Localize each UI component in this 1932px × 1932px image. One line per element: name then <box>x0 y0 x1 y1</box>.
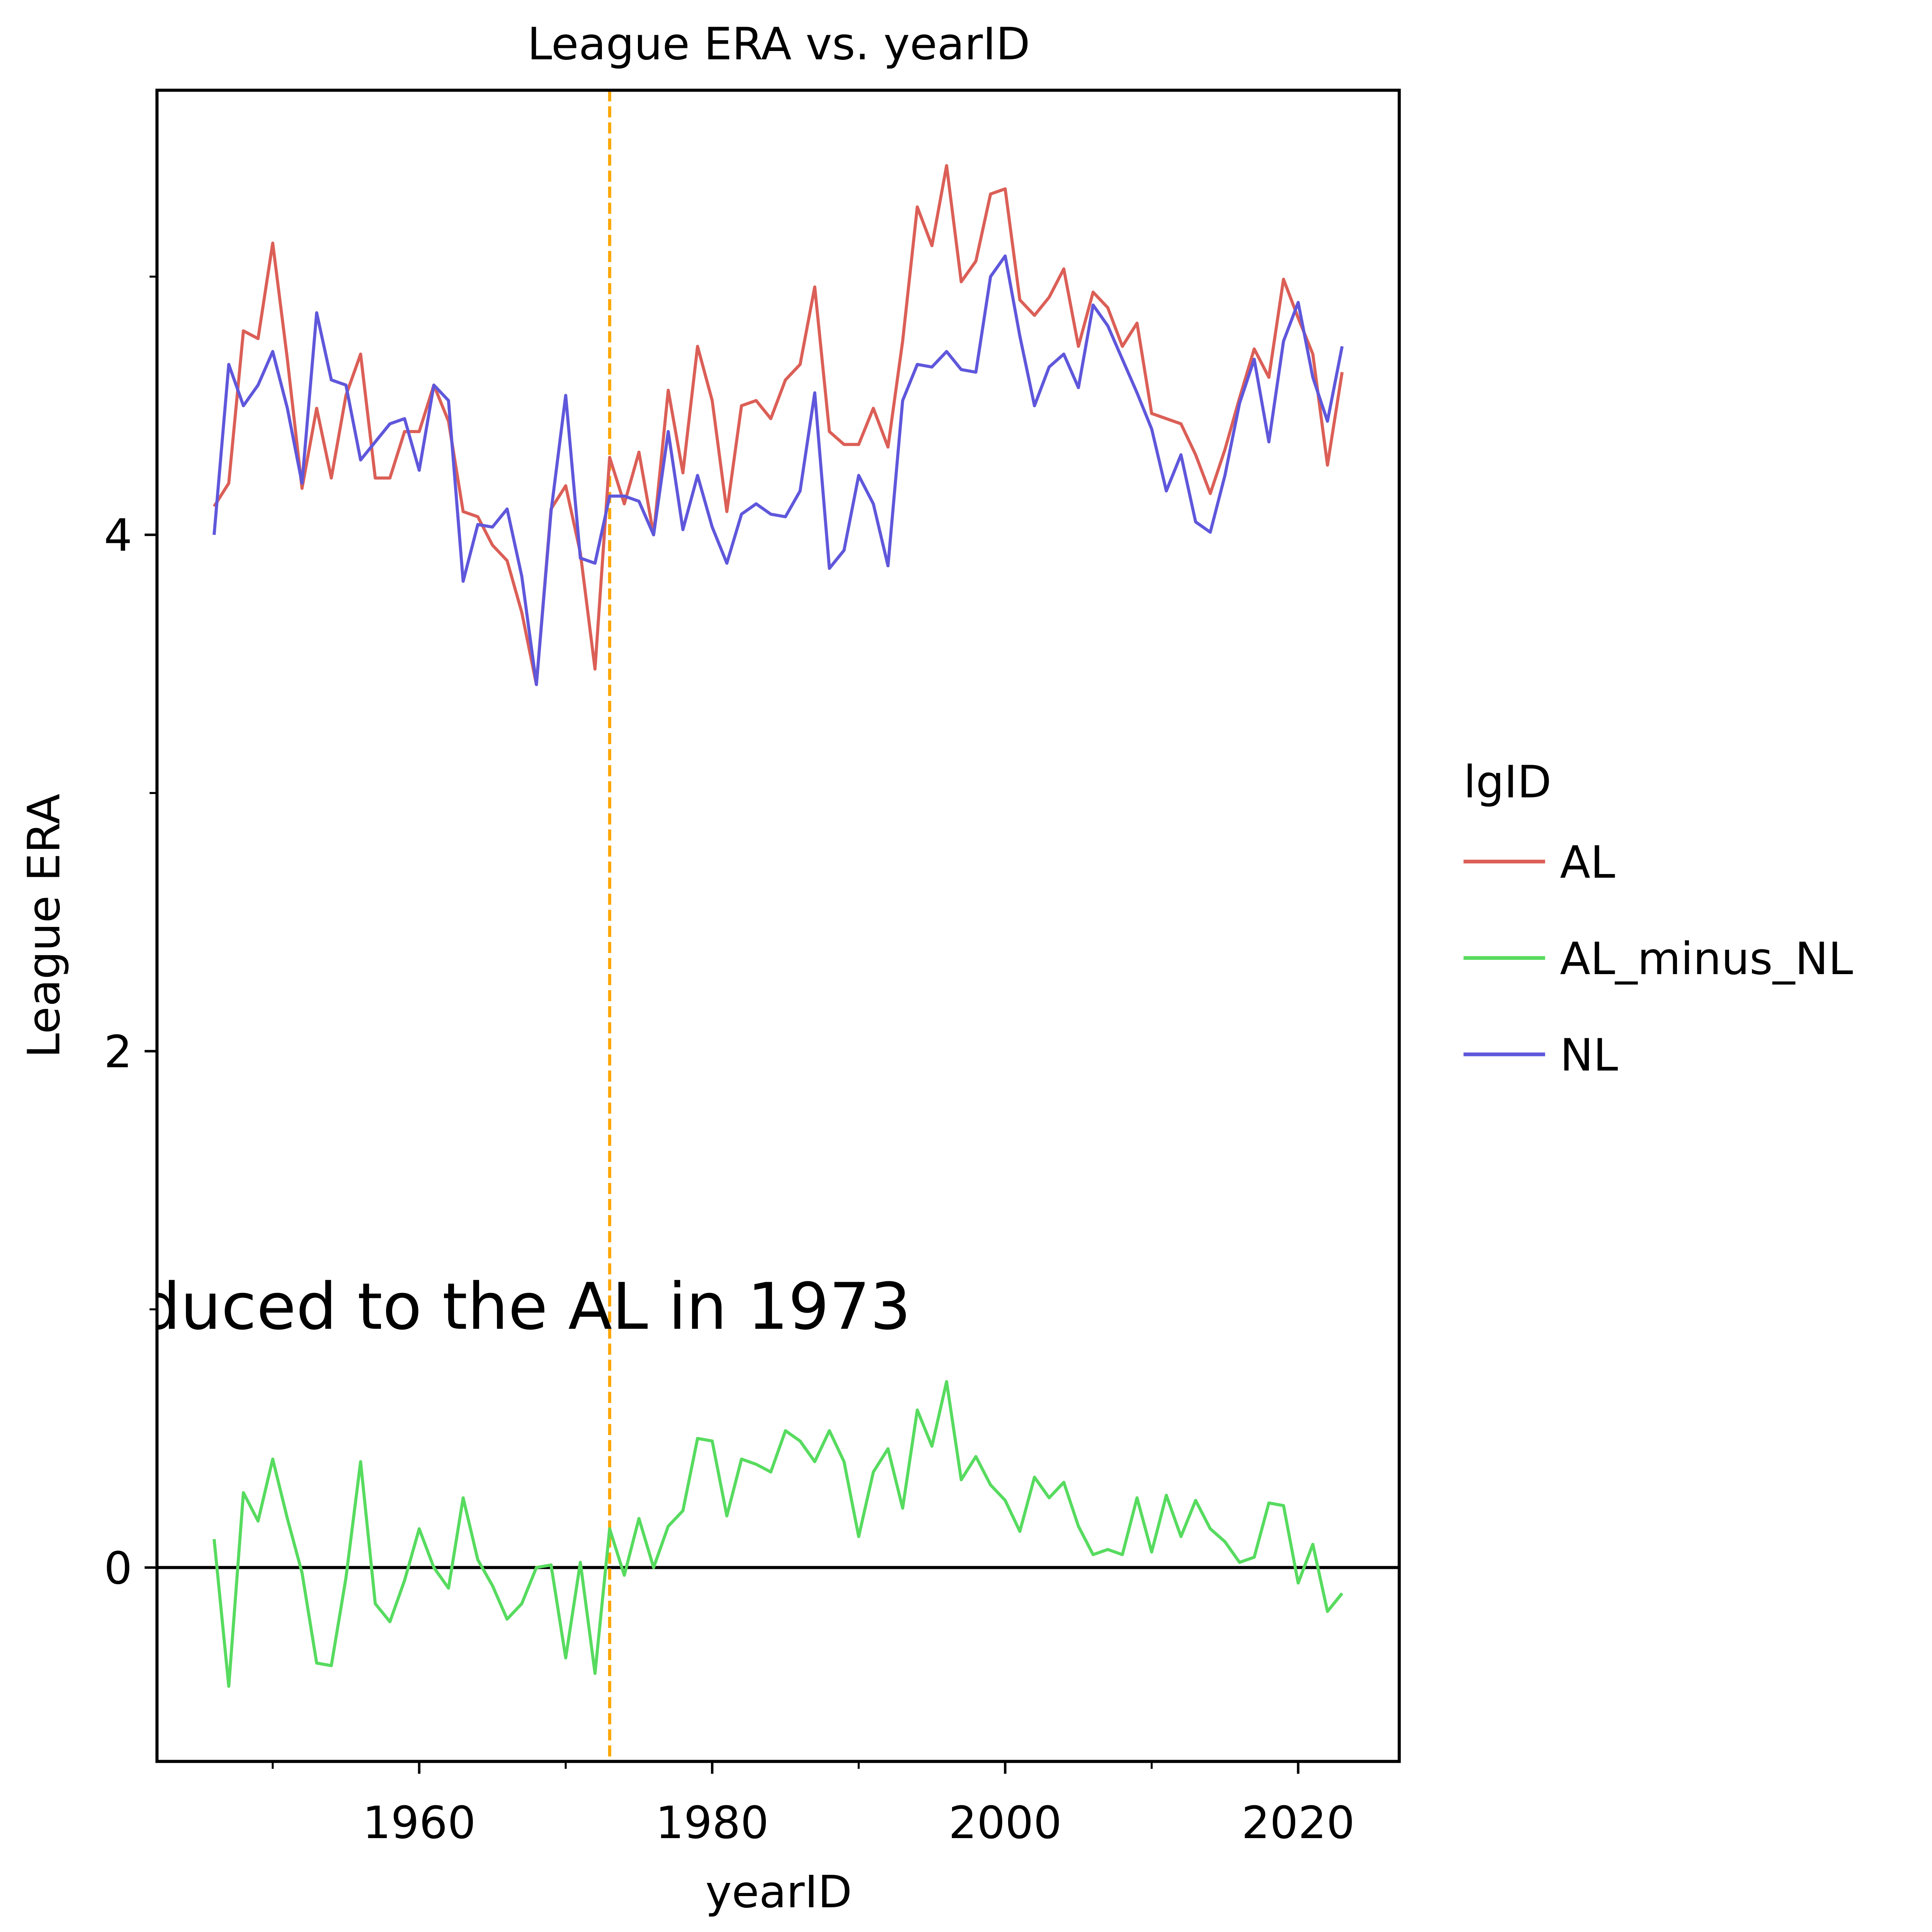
plot-area: duced to the AL in 1973 <box>139 90 1400 1762</box>
legend-label: AL_minus_NL <box>1560 933 1853 985</box>
y-tick-label: 4 <box>104 510 132 562</box>
annotation: duced to the AL in 1973 <box>139 1270 911 1344</box>
chart-title: League ERA vs. yearID <box>527 19 1030 70</box>
x-axis-label: yearID <box>706 1866 852 1918</box>
x-tick-label: 1960 <box>362 1797 476 1849</box>
y-axis-label: League ERA <box>19 794 70 1058</box>
x-tick-label: 1980 <box>656 1797 769 1849</box>
legend-label: NL <box>1560 1029 1618 1081</box>
x-tick-label: 2020 <box>1242 1797 1355 1849</box>
x-tick-label: 2000 <box>949 1797 1062 1849</box>
legend-title: lgID <box>1464 756 1552 808</box>
plot-frame <box>155 88 1401 1763</box>
y-tick-label: 0 <box>104 1543 132 1594</box>
series-line <box>213 254 1344 686</box>
legend-label: AL <box>1560 837 1615 888</box>
series-line <box>213 1380 1344 1688</box>
series-line <box>213 164 1344 686</box>
y-tick-label: 2 <box>104 1026 132 1078</box>
